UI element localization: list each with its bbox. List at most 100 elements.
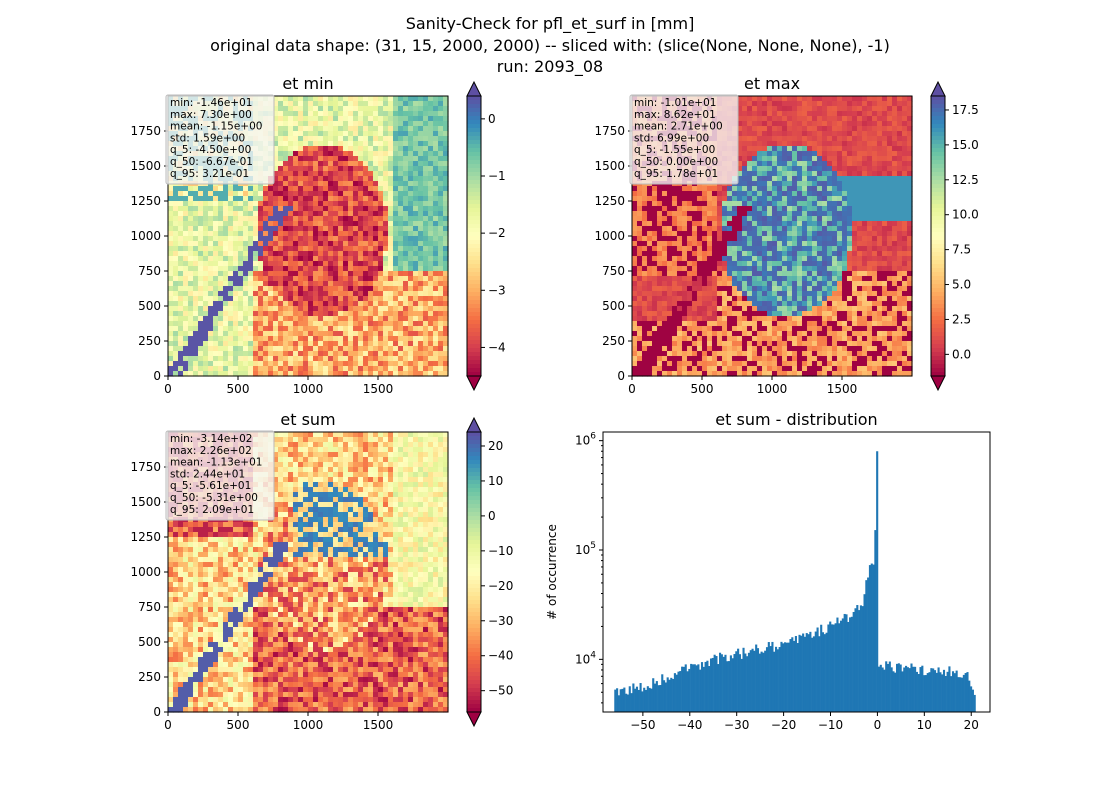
heatmap-cell — [323, 296, 329, 302]
heatmap-cell — [752, 256, 758, 262]
heatmap-cell — [268, 186, 274, 192]
heatmap-cell — [183, 261, 189, 267]
heatmap-cell — [682, 186, 688, 192]
heatmap-cell — [717, 306, 723, 312]
heatmap-cell — [283, 281, 289, 287]
heatmap-cell — [662, 251, 668, 257]
heatmap-cell — [168, 216, 174, 222]
heatmap-cell — [213, 361, 219, 367]
heatmap-cell — [418, 281, 424, 287]
heatmap-cell — [228, 371, 234, 377]
heatmap-cell — [652, 281, 658, 287]
heatmap-cell — [328, 286, 334, 292]
heatmap-cell — [333, 121, 339, 127]
heatmap-cell — [363, 196, 369, 202]
heatmap-cell — [418, 141, 424, 147]
heatmap-cell — [363, 291, 369, 297]
heatmap-cell — [328, 301, 334, 307]
heatmap-cell — [363, 246, 369, 252]
heatmap-cell — [353, 371, 359, 377]
heatmap-cell — [403, 371, 409, 377]
heatmap-cell — [223, 331, 229, 337]
heatmap-cell — [717, 326, 723, 332]
heatmap-cell — [338, 131, 344, 137]
heatmap-cell — [423, 341, 429, 347]
heatmap-cell — [433, 101, 439, 107]
heatmap-cell — [438, 201, 444, 207]
heatmap-cell — [707, 281, 713, 287]
heatmap-cell — [243, 301, 249, 307]
heatmap-cell — [408, 311, 414, 317]
heatmap-cell — [308, 106, 314, 112]
heatmap-cell — [652, 286, 658, 292]
heatmap-cell — [278, 141, 284, 147]
heatmap-cell — [767, 266, 773, 272]
heatmap-cell — [363, 206, 369, 212]
colorbar-strip — [467, 248, 481, 253]
colorbar-strip — [467, 104, 481, 109]
heatmap-cell — [363, 151, 369, 157]
heatmap-cell — [413, 266, 419, 272]
heatmap-cell — [328, 241, 334, 247]
heatmap-cell — [642, 191, 648, 197]
heatmap-cell — [373, 316, 379, 322]
heatmap-cell — [418, 296, 424, 302]
heatmap-cell — [642, 226, 648, 232]
heatmap-cell — [652, 331, 658, 337]
heatmap-cell — [388, 201, 394, 207]
heatmap-cell — [378, 261, 384, 267]
heatmap-cell — [443, 141, 449, 147]
heatmap-cell — [363, 256, 369, 262]
heatmap-cell — [333, 191, 339, 197]
heatmap-cell — [752, 326, 758, 332]
heatmap-cell — [712, 306, 718, 312]
heatmap-cell — [433, 156, 439, 162]
heatmap-cell — [423, 156, 429, 162]
heatmap-cell — [223, 246, 229, 252]
heatmap-cell — [697, 326, 703, 332]
heatmap-cell — [183, 326, 189, 332]
heatmap-cell — [338, 261, 344, 267]
heatmap-cell — [278, 101, 284, 107]
colorbar-strip — [467, 304, 481, 309]
heatmap-cell — [438, 96, 444, 102]
heatmap-cell — [323, 341, 329, 347]
heatmap-cell — [353, 241, 359, 247]
heatmap-cell — [413, 241, 419, 247]
heatmap-cell — [298, 291, 304, 297]
heatmap-cell — [652, 361, 658, 367]
heatmap-cell — [343, 236, 349, 242]
heatmap-cell — [298, 346, 304, 352]
heatmap-cell — [672, 306, 678, 312]
heatmap-cell — [737, 296, 743, 302]
heatmap-cell — [737, 116, 743, 122]
heatmap-cell — [183, 211, 189, 217]
heatmap-cell — [288, 221, 294, 227]
heatmap-cell — [742, 326, 748, 332]
heatmap-cell — [278, 261, 284, 267]
heatmap-cell — [657, 201, 663, 207]
heatmap-cell — [288, 251, 294, 257]
heatmap-cell — [433, 166, 439, 172]
heatmap-cell — [742, 286, 748, 292]
colorbar-strip — [467, 108, 481, 113]
heatmap-cell — [712, 321, 718, 327]
heatmap-cell — [717, 211, 723, 217]
heatmap-cell — [762, 326, 768, 332]
heatmap-cell — [268, 251, 274, 257]
heatmap-cell — [737, 236, 743, 242]
heatmap-cell — [168, 231, 174, 237]
heatmap-cell — [393, 286, 399, 292]
heatmap-cell — [737, 156, 743, 162]
heatmap-cell — [293, 306, 299, 312]
heatmap-cell — [413, 316, 419, 322]
heatmap-cell — [318, 261, 324, 267]
heatmap-cell — [682, 211, 688, 217]
heatmap-cell — [303, 246, 309, 252]
heatmap-cell — [777, 356, 783, 362]
heatmap-cell — [178, 291, 184, 297]
heatmap-cell — [772, 296, 778, 302]
heatmap-cell — [642, 311, 648, 317]
heatmap-cell — [767, 136, 773, 142]
heatmap-cell — [328, 216, 334, 222]
